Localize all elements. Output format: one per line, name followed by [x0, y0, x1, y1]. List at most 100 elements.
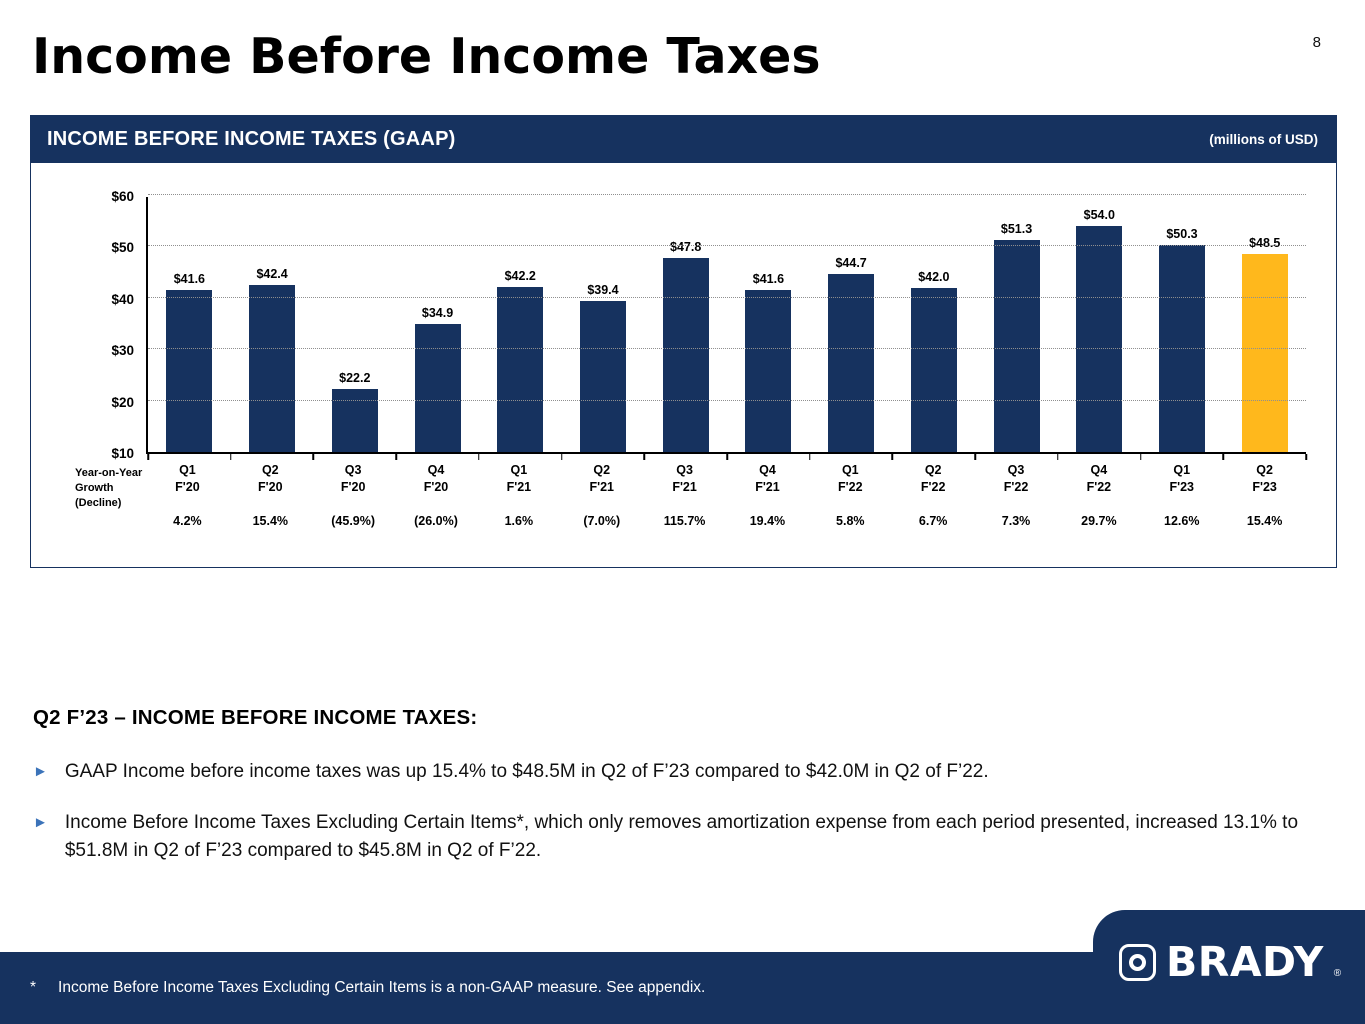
growth-caption-gutter: Year-on-Year Growth (Decline): [31, 454, 146, 528]
bar-value-label: $48.5: [1249, 236, 1281, 251]
bars-row: $41.6 $42.4 $22.2 $34.9 $42.2 $39.4 $47.8 $41.6…: [148, 197, 1306, 452]
axis-tick: [229, 454, 232, 460]
axis-tick: [808, 454, 811, 460]
bar: [910, 287, 957, 452]
axis-tick: [560, 454, 563, 460]
growth-value: 1.6%: [504, 513, 534, 528]
bar-column: $22.2: [313, 197, 396, 452]
y-axis-tick-label: $10: [111, 446, 134, 461]
bar-column: $47.8: [644, 197, 727, 452]
x-axis-label: Q1 F'23: [1169, 463, 1194, 494]
chart-content: $10 $20 $30 $40 $50 $60 $41.6 $42.4 $22.2 $34.9 $…: [31, 163, 1336, 528]
brady-logo-circle-icon: [1129, 954, 1146, 971]
growth-value: 6.7%: [918, 513, 948, 528]
bar: [828, 273, 875, 452]
x-axis-label: Q3 F'21: [672, 463, 697, 494]
bar-highlighted: [1241, 254, 1288, 452]
gridline: [148, 399, 1306, 401]
plot-region: $41.6 $42.4 $22.2 $34.9 $42.2 $39.4 $47.8 $41.6…: [146, 194, 1307, 460]
x-axis-label: Q1 F'20: [175, 463, 200, 494]
footnote-asterisk: *: [30, 979, 37, 996]
y-axis-tick-label: $20: [111, 394, 134, 410]
bar-value-label: $41.6: [752, 271, 785, 286]
growth-value: 15.4%: [1246, 513, 1283, 528]
chart-card: INCOME BEFORE INCOME TAXES (GAAP) (milli…: [30, 115, 1337, 568]
bar-column: $39.4: [562, 197, 645, 452]
growth-value: (45.9%): [331, 513, 376, 528]
registered-mark: ®: [1333, 968, 1342, 979]
gridline: [148, 348, 1306, 350]
brady-wordmark: BRADY: [1166, 938, 1324, 986]
x-axis-label: Q4 F'22: [1086, 463, 1112, 494]
x-axis-label: Q2 F'22: [920, 463, 946, 494]
axis-tick: [312, 454, 315, 460]
bullet-text: GAAP Income before income taxes was up 1…: [64, 761, 989, 782]
x-axis-labels: Q1 F'20 Q2 F'20 Q3 F'20 Q4 F'20 Q1 F'21 Q2 F'21 Q3 F'…: [146, 462, 1306, 496]
axis-tick: [478, 454, 480, 460]
brady-logo-icon: [1119, 944, 1156, 981]
bar-value-label: $22.2: [339, 371, 371, 386]
bullet-arrow-icon: ►: [33, 813, 48, 831]
axis-tick: [395, 454, 397, 460]
chart-title: INCOME BEFORE INCOME TAXES (GAAP): [47, 128, 456, 150]
y-axis: $10 $20 $30 $40 $50 $60: [31, 189, 146, 461]
commentary-heading: Q2 F’23 – INCOME BEFORE INCOME TAXES:: [33, 706, 478, 729]
bar: [249, 285, 296, 452]
bar-column: $50.3: [1141, 197, 1224, 452]
growth-value: 29.7%: [1081, 513, 1117, 528]
bar-column: $48.5: [1223, 197, 1306, 452]
bar-value-label: $54.0: [1083, 207, 1115, 222]
x-axis-label: Q1 F'22: [838, 463, 863, 494]
axis-tick: [1139, 454, 1142, 460]
bar: [414, 324, 461, 452]
bar-value-label: $42.0: [918, 269, 950, 284]
x-axis-label: Q2 F'21: [589, 463, 614, 494]
bar: [497, 286, 544, 452]
axis-tick: [147, 454, 149, 460]
bar-value-label: $42.2: [504, 268, 536, 283]
bullet-text: Income Before Income Taxes Excluding Cer…: [64, 811, 1299, 862]
growth-value: (7.0%): [583, 513, 621, 528]
page-number: 8: [1312, 34, 1321, 51]
axis-tick: [891, 454, 894, 460]
bar-value-label: $44.7: [835, 255, 867, 270]
x-axis-label: Q3 F'22: [1003, 463, 1029, 494]
bar-column: $44.7: [810, 197, 893, 452]
axis-tick: [726, 454, 728, 460]
gridline: [148, 194, 1306, 195]
gridline: [148, 245, 1306, 247]
x-axis-label: Q2 F'20: [258, 463, 283, 494]
bar-column: $41.6: [148, 197, 231, 452]
bar: [579, 300, 626, 452]
footnote-text: Income Before Income Taxes Excluding Cer…: [58, 979, 706, 996]
plot-area: $41.6 $42.4 $22.2 $34.9 $42.2 $39.4 $47.8 $41.6…: [146, 194, 1307, 460]
bar: [993, 239, 1040, 452]
axis-tick: [1057, 454, 1059, 460]
y-axis-tick-label: $30: [111, 343, 134, 359]
commentary-section: Q2 F’23 – INCOME BEFORE INCOME TAXES: ► G…: [33, 706, 1338, 866]
bar: [1076, 225, 1123, 452]
axis-tick: [643, 454, 646, 460]
brand-tab: BRADY ®: [1093, 910, 1365, 1024]
footnote: * Income Before Income Taxes Excluding C…: [30, 979, 705, 997]
bar-column: $42.0: [892, 197, 975, 452]
growth-value: 5.8%: [836, 513, 865, 528]
bar-value-label: $41.6: [173, 271, 205, 286]
growth-value: 15.4%: [252, 513, 289, 528]
chart-card-header: INCOME BEFORE INCOME TAXES (GAAP) (milli…: [31, 116, 1336, 163]
axis-tick: [1305, 454, 1307, 460]
bar-column: $34.9: [396, 197, 479, 452]
bar-column: $54.0: [1058, 197, 1141, 452]
chart-units-label: (millions of USD): [1209, 132, 1318, 147]
axis-tick: [1222, 454, 1225, 460]
bar-value-label: $42.4: [256, 267, 288, 282]
y-axis-tick-label: $40: [111, 291, 134, 307]
bar-value-label: $51.3: [1000, 221, 1033, 236]
x-axis-label: Q2 F'23: [1252, 463, 1277, 494]
bar-value-label: $39.4: [587, 282, 619, 297]
growth-value: 4.2%: [173, 513, 202, 528]
brady-logo: BRADY ®: [1119, 942, 1341, 983]
bar: [745, 289, 792, 452]
x-axis-label: Q3 F'20: [340, 463, 366, 494]
